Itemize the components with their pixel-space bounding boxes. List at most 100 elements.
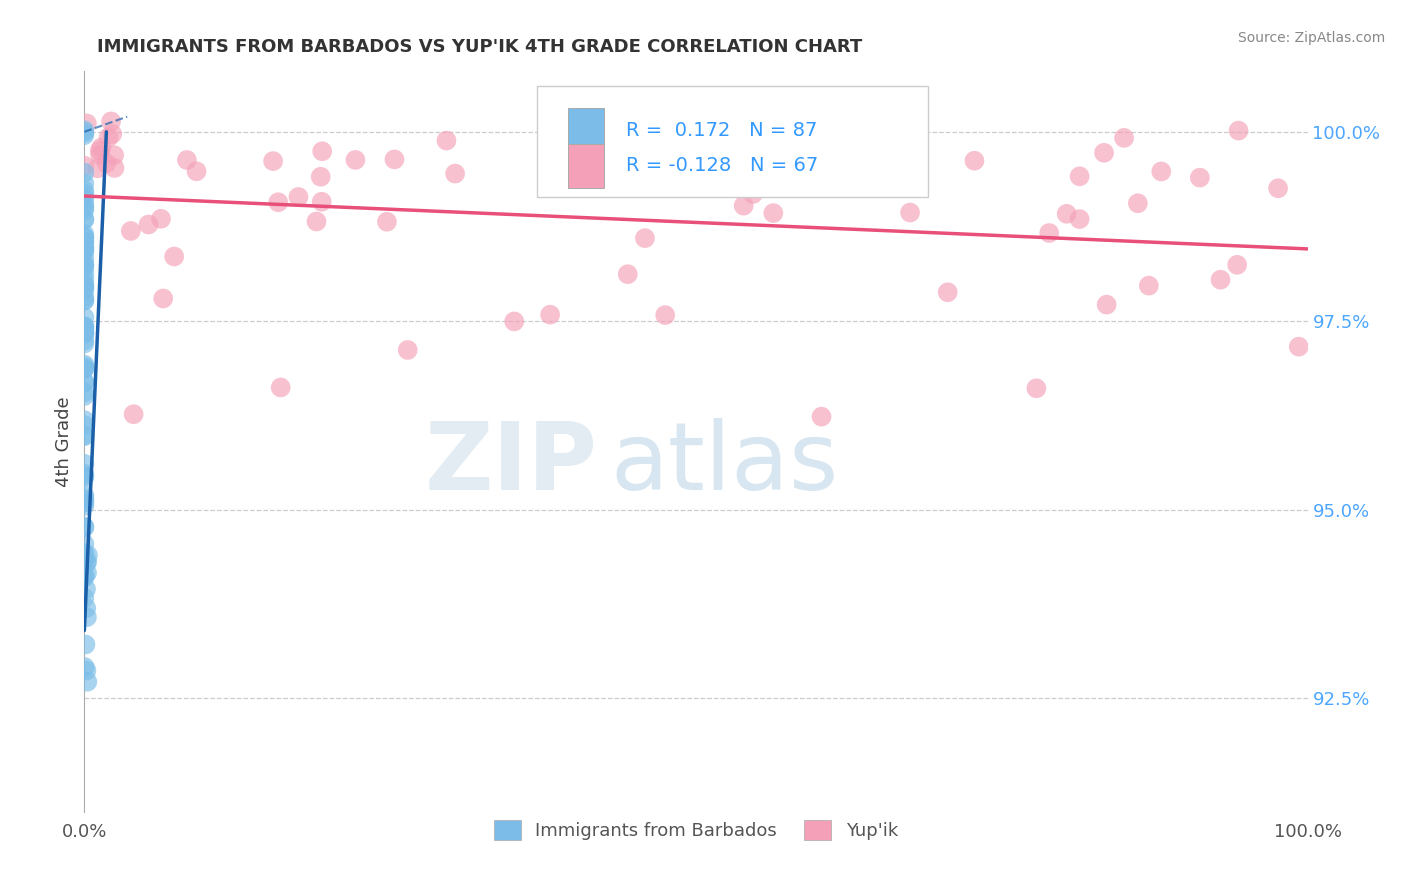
Point [186, 164, 208, 178]
Point [73, 429, 96, 443]
Point [76, 674, 98, 689]
Point [73, 413, 96, 427]
Point [73, 495, 96, 509]
Point [73, 570, 96, 584]
Point [73, 243, 96, 257]
Point [73, 488, 96, 502]
Point [73, 358, 96, 372]
Point [311, 194, 333, 209]
Point [634, 231, 657, 245]
Point [96, 156, 118, 170]
Point [616, 267, 638, 281]
Point [75, 556, 97, 570]
Point [270, 380, 292, 394]
Point [733, 199, 755, 213]
Point [1095, 298, 1118, 312]
Text: Source: ZipAtlas.com: Source: ZipAtlas.com [1237, 31, 1385, 45]
Point [73, 493, 96, 508]
Point [963, 153, 986, 168]
Point [73, 257, 96, 271]
Point [73, 128, 96, 143]
Point [73, 176, 96, 190]
Point [73, 469, 96, 483]
Point [73, 326, 96, 341]
Point [77, 548, 100, 562]
Point [73, 310, 96, 325]
Point [122, 407, 145, 421]
Point [1288, 340, 1310, 354]
Point [73, 245, 96, 260]
Point [73, 418, 96, 433]
Point [309, 169, 332, 184]
FancyBboxPatch shape [568, 108, 605, 153]
Point [305, 214, 328, 228]
Point [73, 319, 96, 334]
Point [831, 134, 853, 148]
Point [436, 134, 458, 148]
Point [1267, 181, 1289, 195]
Point [73, 499, 96, 513]
Point [344, 153, 367, 167]
Point [75, 638, 97, 652]
Point [1226, 258, 1249, 272]
Point [73, 376, 96, 390]
Point [73, 259, 96, 273]
Point [73, 326, 96, 341]
Point [75, 601, 97, 615]
Point [120, 224, 142, 238]
Point [1188, 170, 1211, 185]
Point [73, 362, 96, 376]
Point [1112, 131, 1135, 145]
Point [89, 148, 111, 162]
Point [1025, 381, 1047, 395]
Point [103, 161, 125, 175]
Point [311, 145, 333, 159]
Point [444, 167, 467, 181]
Point [73, 322, 96, 336]
Point [73, 227, 96, 241]
Point [152, 292, 174, 306]
Point [73, 184, 96, 198]
Point [396, 343, 419, 357]
Point [538, 308, 561, 322]
Point [1209, 273, 1232, 287]
Point [73, 491, 96, 506]
Point [163, 250, 186, 264]
Point [73, 326, 96, 340]
Point [86, 161, 108, 176]
Point [73, 660, 96, 674]
Point [73, 336, 96, 351]
Point [73, 212, 96, 227]
Point [73, 546, 96, 560]
Point [73, 212, 96, 227]
Point [73, 200, 96, 214]
Point [503, 314, 526, 328]
Point [73, 192, 96, 206]
Point [73, 361, 96, 376]
Point [384, 153, 406, 167]
Point [73, 242, 96, 256]
Point [73, 197, 96, 211]
Point [73, 266, 96, 280]
Point [73, 235, 96, 249]
Y-axis label: 4th Grade: 4th Grade [55, 396, 73, 487]
Point [90, 140, 112, 154]
Point [73, 537, 96, 551]
Point [73, 428, 96, 442]
Point [75, 664, 97, 678]
Point [76, 610, 98, 624]
FancyBboxPatch shape [568, 144, 605, 188]
Point [100, 114, 122, 128]
Point [89, 144, 111, 158]
Point [1056, 207, 1078, 221]
Point [73, 467, 96, 481]
Point [73, 252, 96, 267]
Point [1069, 169, 1091, 184]
Point [73, 333, 96, 347]
Point [73, 293, 96, 308]
Point [73, 553, 96, 567]
Point [1150, 164, 1173, 178]
Text: IMMIGRANTS FROM BARBADOS VS YUP'IK 4TH GRADE CORRELATION CHART: IMMIGRANTS FROM BARBADOS VS YUP'IK 4TH G… [97, 38, 862, 56]
Point [742, 186, 765, 201]
Point [1126, 196, 1149, 211]
